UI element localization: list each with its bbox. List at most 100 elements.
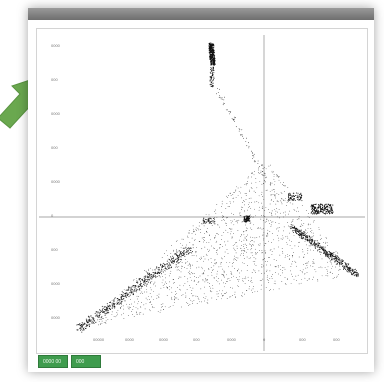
scatter-point (239, 213, 241, 215)
scatter-point (312, 238, 314, 240)
scatter-point (276, 235, 278, 237)
scatter-point (292, 203, 294, 205)
scatter-point (286, 241, 288, 243)
scatter-point (253, 224, 255, 226)
scatter-point (271, 242, 272, 243)
scatter-point (174, 298, 176, 300)
scatter-point (337, 260, 339, 262)
scatter-point (243, 278, 245, 279)
scatter-point (255, 252, 257, 254)
scatter-point (293, 227, 294, 229)
scatter-point (335, 250, 337, 252)
scatter-point (266, 232, 268, 234)
scatter-point (250, 257, 252, 259)
scatter-point (137, 308, 139, 310)
scatter-point (156, 267, 158, 269)
scatter-point (313, 211, 315, 213)
scatter-point (221, 257, 222, 259)
scatter-point (231, 212, 232, 214)
scatter-point (153, 276, 155, 277)
scatter-point (167, 266, 168, 268)
scatter-point (137, 289, 139, 291)
scatter-point (143, 291, 145, 293)
scatter-point (349, 266, 351, 268)
scatter-point (209, 42, 211, 44)
scatter-point (357, 275, 359, 276)
scatter-point (243, 231, 244, 233)
scatter-point (261, 183, 263, 185)
status-button-2[interactable]: 000 (71, 355, 101, 368)
scatter-point (131, 303, 132, 305)
scatter-point (204, 237, 205, 238)
scatter-point (220, 98, 222, 100)
scatter-point (354, 268, 356, 270)
scatter-point (209, 286, 211, 287)
scatter-point (121, 291, 123, 293)
scatter-point (294, 227, 296, 229)
status-button-1[interactable]: 0000 00 (38, 355, 68, 368)
scatter-point (196, 247, 197, 249)
scatter-point (144, 282, 146, 284)
scatter-point (318, 245, 320, 247)
scatter-point (183, 251, 185, 253)
scatter-point (327, 245, 329, 246)
scatter-point (224, 293, 225, 294)
scatter-point (169, 281, 171, 283)
scatter-point (118, 299, 120, 301)
scatter-point (189, 298, 190, 299)
scatter-point (247, 181, 248, 182)
scatter-point (294, 226, 296, 228)
scatter-point (207, 220, 209, 222)
scatter-point (300, 225, 302, 227)
scatter-point (305, 237, 307, 239)
scatter-point (137, 285, 139, 287)
scatter-point (306, 265, 308, 266)
scatter-point (345, 263, 347, 264)
scatter-point (299, 232, 300, 234)
window-titlebar[interactable] (28, 8, 374, 20)
scatter-point (117, 313, 118, 315)
scatter-point (107, 311, 109, 313)
scatter-point (140, 283, 142, 285)
scatter-point (188, 230, 190, 231)
scatter-point (293, 199, 295, 201)
scatter-point (121, 299, 123, 300)
scatter-point (298, 242, 300, 243)
scatter-point (104, 314, 106, 316)
scatter-point (275, 197, 276, 199)
scatter-point (217, 224, 219, 226)
scatter-point (233, 258, 235, 260)
scatter-point (150, 275, 152, 277)
scatter-point (210, 51, 212, 54)
scatter-point (336, 259, 337, 261)
scatter-point (88, 317, 90, 319)
scatter-point (146, 299, 148, 301)
scatter-point (147, 272, 149, 274)
scatter-point (276, 208, 278, 209)
scatter-point (138, 286, 140, 288)
scatter-plot[interactable]: 0000 000 0000 000 0000 0 000 0000 0000 00000 0000… (36, 28, 368, 354)
scatter-point (136, 295, 138, 297)
scatter-point (210, 267, 212, 268)
scatter-point (209, 44, 211, 46)
scatter-point (230, 273, 232, 275)
scatter-point (223, 270, 225, 272)
scatter-point (214, 211, 215, 212)
scatter-point (307, 240, 309, 242)
scatter-point (209, 217, 211, 219)
scatter-point (234, 293, 236, 295)
scatter-point (121, 314, 123, 316)
scatter-point (296, 280, 297, 281)
scatter-point (146, 283, 148, 285)
scatter-point (93, 318, 95, 320)
scatter-point (167, 264, 169, 266)
scatter-point (137, 313, 138, 315)
scatter-point (276, 200, 278, 202)
scatter-point (121, 294, 123, 295)
scatter-point (105, 317, 107, 318)
scatter-point (325, 204, 327, 206)
scatter-point (193, 255, 195, 256)
scatter-point (252, 158, 253, 159)
scatter-point (181, 254, 183, 256)
scatter-point (244, 243, 246, 245)
